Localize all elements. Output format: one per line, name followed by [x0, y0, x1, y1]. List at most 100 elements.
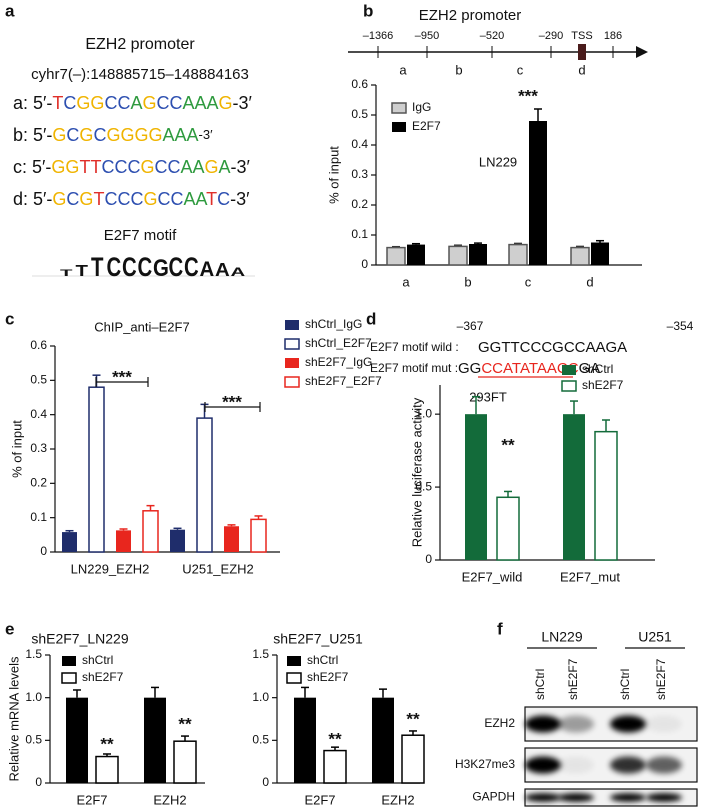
base: C [104, 189, 117, 209]
y-tick-label: 0.6 [30, 338, 47, 352]
band [558, 756, 594, 774]
legend-label: shE2F7_IgG [305, 355, 372, 369]
x-tick-label: b [464, 274, 471, 289]
base: C [156, 93, 169, 113]
bar [563, 414, 585, 560]
y-tick-label: 0.4 [30, 407, 47, 421]
chart-title: LN229 [479, 154, 517, 169]
y-tick-label: 0.4 [351, 137, 368, 151]
y-tick-label: 0 [262, 775, 269, 789]
bar [142, 510, 159, 553]
logo-letter: C [138, 253, 153, 282]
base: C [169, 93, 182, 113]
base: G [120, 125, 134, 145]
x-tick-label: E2F7 [304, 792, 335, 807]
y-tick-label: 0.6 [351, 77, 368, 91]
seq-prefix: 5′- [32, 157, 51, 177]
lane-label: shCtrl [533, 669, 547, 700]
y-tick-label: 0.3 [30, 441, 47, 455]
bar [529, 121, 547, 265]
western-blot: EZH2 H3K27me3 GAPDH [455, 706, 698, 807]
base: A [180, 157, 192, 177]
legend-label: shCtrl_E2F7 [305, 336, 372, 350]
cell-line: LN229 [541, 629, 582, 645]
legend-swatch [62, 656, 76, 666]
seq-start: –367 [457, 319, 484, 333]
logo-letter: C [107, 253, 122, 282]
annotation: ** [178, 714, 192, 733]
annotation: ** [328, 729, 342, 748]
sequence: d: 5′-GCGTCCCGCCAATC-3′ [13, 189, 250, 209]
y-tick-label: 1.0 [252, 690, 269, 704]
base: C [130, 189, 143, 209]
panel-label: a [5, 1, 15, 20]
base: A [194, 93, 206, 113]
y-tick-label: 0 [361, 257, 368, 271]
base: G [76, 93, 90, 113]
mut-label: E2F7 motif mut : [370, 361, 458, 375]
x-tick-label: LN229_EZH2 [71, 561, 150, 576]
base: C [167, 157, 180, 177]
base: G [79, 125, 93, 145]
map-title: EZH2 promoter [419, 7, 522, 24]
base: G [142, 93, 156, 113]
seq-suffix: -3′ [199, 127, 214, 142]
bar [173, 740, 197, 784]
x-tick-label: a [402, 274, 410, 289]
base: T [52, 93, 63, 113]
logo-letter: C [169, 253, 184, 282]
x-tick-label: U251_EZH2 [182, 561, 254, 576]
base: C [63, 93, 76, 113]
seq-label: d: [13, 189, 28, 209]
base: C [157, 189, 170, 209]
row-label: GAPDH [472, 790, 515, 804]
band [525, 756, 561, 774]
y-tick-label: 0 [425, 552, 432, 566]
seq-label: a: [13, 93, 28, 113]
chart-title: ChIP_anti–E2F7 [94, 319, 189, 334]
bar [591, 242, 609, 265]
logo-letter: T [91, 253, 104, 282]
y-tick-label: 0.2 [30, 476, 47, 490]
legend-swatch [561, 380, 577, 392]
bar [95, 755, 119, 784]
base: C [93, 125, 106, 145]
band [610, 793, 646, 802]
seq-prefix: 5′- [33, 93, 52, 113]
seq-label: c: [13, 157, 27, 177]
bar [570, 246, 590, 266]
motif-title: E2F7 motif [104, 227, 177, 244]
bar [594, 430, 618, 561]
y-tick-label: 0.3 [351, 167, 368, 181]
bar [469, 244, 487, 265]
lane-label: shCtrl [618, 669, 632, 700]
y-tick-label: 0.5 [351, 107, 368, 121]
legend-label: E2F7 [412, 119, 441, 133]
panel-label: e [5, 619, 14, 638]
legend-label: shCtrl [82, 653, 113, 667]
row-label: H3K27me3 [455, 757, 515, 771]
base: G [65, 157, 79, 177]
bar [372, 697, 394, 783]
base: G [106, 125, 120, 145]
arrow [636, 46, 648, 58]
x-tick-label: EZH2 [381, 792, 414, 807]
annotation: ** [406, 709, 420, 728]
promoter-title: EZH2 promoter [85, 36, 195, 53]
annotation: ** [100, 734, 114, 753]
panel-label: b [363, 1, 373, 20]
base: A [219, 157, 231, 177]
band [646, 793, 682, 802]
base: T [93, 189, 104, 209]
legend-swatch [562, 365, 576, 375]
seq-end: –354 [667, 319, 694, 333]
x-tick-label: E2F7 [76, 792, 107, 807]
base: A [175, 125, 187, 145]
x-tick-label: d [586, 274, 593, 289]
y-tick-label: 0.5 [415, 479, 432, 493]
x-tick-label: E2F7_mut [560, 569, 620, 584]
seq-suffix: -3′ [231, 157, 251, 177]
y-tick-label: 0.1 [351, 227, 368, 241]
annotation: ** [501, 435, 515, 454]
y-tick-label: 0 [35, 775, 42, 789]
